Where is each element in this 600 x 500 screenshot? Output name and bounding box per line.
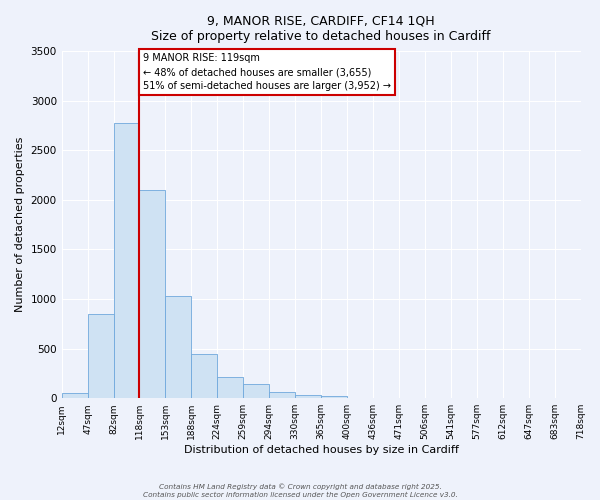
Bar — [269, 392, 295, 398]
Bar — [113, 123, 139, 398]
Bar — [62, 393, 88, 398]
Bar — [217, 378, 243, 398]
Bar — [88, 314, 113, 398]
Title: 9, MANOR RISE, CARDIFF, CF14 1QH
Size of property relative to detached houses in: 9, MANOR RISE, CARDIFF, CF14 1QH Size of… — [151, 15, 491, 43]
Bar — [139, 190, 166, 398]
Bar — [191, 354, 217, 398]
X-axis label: Distribution of detached houses by size in Cardiff: Distribution of detached houses by size … — [184, 445, 458, 455]
Text: Contains HM Land Registry data © Crown copyright and database right 2025.
Contai: Contains HM Land Registry data © Crown c… — [143, 484, 457, 498]
Bar — [166, 296, 191, 398]
Bar — [243, 384, 269, 398]
Bar — [321, 396, 347, 398]
Bar — [295, 395, 321, 398]
Text: 9 MANOR RISE: 119sqm
← 48% of detached houses are smaller (3,655)
51% of semi-de: 9 MANOR RISE: 119sqm ← 48% of detached h… — [143, 53, 391, 91]
Y-axis label: Number of detached properties: Number of detached properties — [15, 137, 25, 312]
